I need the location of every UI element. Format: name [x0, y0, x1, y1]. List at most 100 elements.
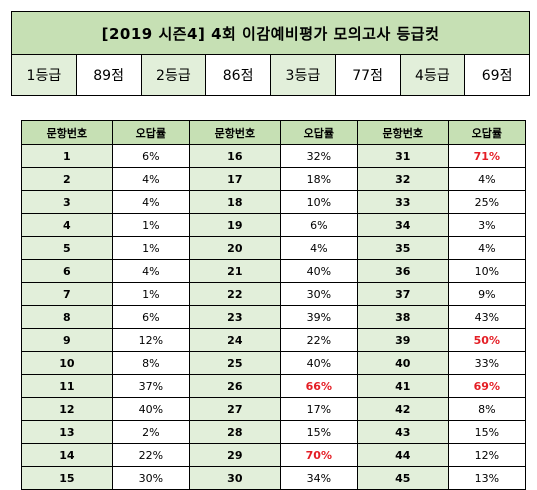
question-number-cell: 1: [21, 144, 113, 168]
wrong-rate-cell: 4%: [447, 167, 527, 191]
wrong-rate-cell: 4%: [447, 236, 527, 260]
question-number-cell: 30: [188, 466, 281, 490]
wrong-rate-cell: 2%: [111, 420, 190, 444]
table-row: 12 40% 27 17% 42 8%: [21, 397, 527, 421]
wrong-rate-cell: 9%: [447, 282, 527, 306]
table-row: 11 37% 26 66% 41 69%: [21, 374, 527, 398]
column-header-question-number: 문항번호: [356, 120, 449, 145]
question-number-cell: 10: [21, 351, 113, 375]
wrong-rate-cell: 22%: [279, 328, 358, 352]
wrong-rate-cell: 10%: [279, 190, 358, 214]
wrong-rate-cell: 30%: [111, 466, 190, 490]
wrong-rate-cell: 34%: [279, 466, 358, 490]
question-number-cell: 18: [188, 190, 281, 214]
grade-score-3: 77점: [335, 55, 401, 95]
wrong-rate-cell: 4%: [111, 167, 190, 191]
grade-label-3: 3등급: [271, 55, 336, 95]
wrong-rate-cell: 12%: [111, 328, 190, 352]
wrong-rate-cell: 4%: [111, 259, 190, 283]
question-number-cell: 2: [21, 167, 113, 191]
question-number-cell: 27: [188, 397, 281, 421]
wrong-rate-cell: 17%: [279, 397, 358, 421]
question-number-cell: 19: [188, 213, 281, 237]
wrong-rate-cell: 15%: [447, 420, 527, 444]
question-number-cell: 21: [188, 259, 281, 283]
grade-label-2: 2등급: [141, 55, 207, 95]
table-row: 6 4% 21 40% 36 10%: [21, 259, 527, 283]
wrong-rate-cell-highlighted: 66%: [279, 374, 358, 398]
grade-score-4: 69점: [465, 55, 529, 95]
wrong-rate-cell: 43%: [447, 305, 527, 329]
wrong-rate-cell: 37%: [111, 374, 190, 398]
wrong-rate-cell: 15%: [279, 420, 358, 444]
wrong-rate-cell: 40%: [279, 351, 358, 375]
question-number-cell: 16: [188, 144, 281, 168]
wrong-rate-cell: 10%: [447, 259, 527, 283]
column-header-wrong-rate: 오답률: [111, 120, 190, 145]
question-number-cell: 37: [356, 282, 449, 306]
wrong-rate-cell: 6%: [111, 144, 190, 168]
question-number-cell: 13: [21, 420, 113, 444]
column-header-wrong-rate: 오답률: [447, 120, 527, 145]
wrong-rate-cell: 22%: [111, 443, 190, 467]
question-number-cell: 3: [21, 190, 113, 214]
question-number-cell: 14: [21, 443, 113, 467]
wrong-rate-cell: 8%: [111, 351, 190, 375]
grade-cut-box: [2019 시즌4] 4회 이감예비평가 모의고사 등급컷 1등급 89점 2등…: [11, 11, 530, 96]
wrong-rate-cell: 40%: [111, 397, 190, 421]
table-row: 1 6% 16 32% 31 71%: [21, 144, 527, 168]
wrong-rate-cell: 4%: [279, 236, 358, 260]
table-row: 13 2% 28 15% 43 15%: [21, 420, 527, 444]
wrong-rate-cell: 32%: [279, 144, 358, 168]
table-row: 8 6% 23 39% 38 43%: [21, 305, 527, 329]
column-header-question-number: 문항번호: [188, 120, 281, 145]
question-number-cell: 43: [356, 420, 449, 444]
grade-label-4: 4등급: [400, 55, 466, 95]
question-number-cell: 20: [188, 236, 281, 260]
table-row: 2 4% 17 18% 32 4%: [21, 167, 527, 191]
wrong-rate-cell: 12%: [447, 443, 527, 467]
wrong-rate-cell-highlighted: 71%: [447, 144, 527, 168]
table-row: 3 4% 18 10% 33 25%: [21, 190, 527, 214]
question-number-cell: 25: [188, 351, 281, 375]
question-number-cell: 33: [356, 190, 449, 214]
question-number-cell: 8: [21, 305, 113, 329]
question-number-cell: 41: [356, 374, 449, 398]
question-number-cell: 4: [21, 213, 113, 237]
question-number-cell: 34: [356, 213, 449, 237]
wrong-rate-cell: 25%: [447, 190, 527, 214]
column-header-wrong-rate: 오답률: [279, 120, 358, 145]
question-number-cell: 9: [21, 328, 113, 352]
wrong-rate-cell: 3%: [447, 213, 527, 237]
wrong-rate-cell-highlighted: 69%: [447, 374, 527, 398]
wrong-rate-cell: 40%: [279, 259, 358, 283]
question-number-cell: 40: [356, 351, 449, 375]
question-number-cell: 15: [21, 466, 113, 490]
question-number-cell: 11: [21, 374, 113, 398]
wrong-rate-cell: 8%: [447, 397, 527, 421]
wrong-rate-cell: 1%: [111, 282, 190, 306]
wrong-rate-cell: 33%: [447, 351, 527, 375]
table-row: 7 1% 22 30% 37 9%: [21, 282, 527, 306]
question-number-cell: 31: [356, 144, 449, 168]
question-number-cell: 12: [21, 397, 113, 421]
wrong-rate-cell: 6%: [279, 213, 358, 237]
question-number-cell: 35: [356, 236, 449, 260]
table-row: 14 22% 29 70% 44 12%: [21, 443, 527, 467]
wrong-rate-cell: 4%: [111, 190, 190, 214]
grade-label-1: 1등급: [12, 55, 77, 95]
table-header-row: 문항번호 오답률 문항번호 오답률 문항번호 오답률: [21, 120, 527, 145]
question-number-cell: 39: [356, 328, 449, 352]
question-number-cell: 23: [188, 305, 281, 329]
column-header-question-number: 문항번호: [21, 120, 113, 145]
question-number-cell: 6: [21, 259, 113, 283]
question-number-cell: 36: [356, 259, 449, 283]
question-number-cell: 26: [188, 374, 281, 398]
wrong-rate-cell-highlighted: 70%: [279, 443, 358, 467]
question-number-cell: 29: [188, 443, 281, 467]
table-row: 5 1% 20 4% 35 4%: [21, 236, 527, 260]
question-number-cell: 45: [356, 466, 449, 490]
grade-score-1: 89점: [76, 55, 142, 95]
grade-cut-row: 1등급 89점 2등급 86점 3등급 77점 4등급 69점: [12, 55, 529, 95]
wrong-rate-cell: 39%: [279, 305, 358, 329]
